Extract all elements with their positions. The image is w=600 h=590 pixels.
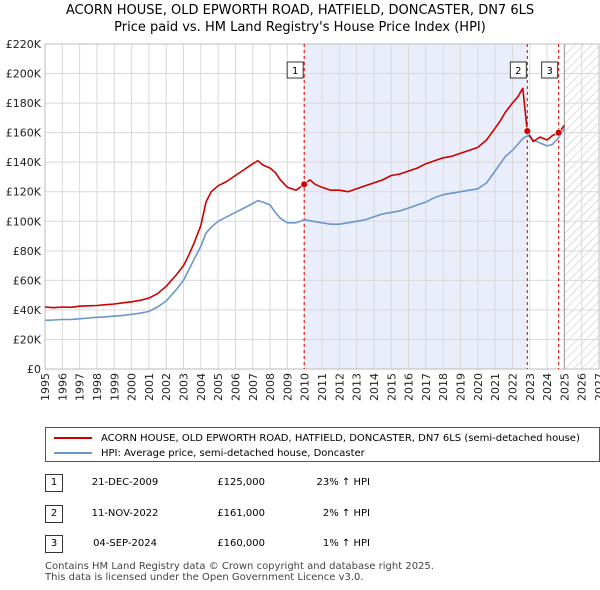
x-tick-label: 2021 (489, 373, 502, 401)
marker-box (541, 61, 559, 79)
y-tick-label: £200K (6, 68, 42, 81)
x-tick-label: 2027 (593, 373, 600, 401)
x-tick-label: 2020 (472, 373, 485, 401)
transaction-price: £125,000 (217, 477, 265, 488)
y-tick-label: £120K (6, 186, 42, 199)
legend-swatch-property (54, 437, 92, 439)
x-tick-label: 2024 (541, 373, 554, 401)
transaction-date: 11-NOV-2022 (91, 508, 159, 519)
footer-copyright: Contains HM Land Registry data © Crown c… (45, 561, 434, 572)
x-tick-label: 2007 (247, 373, 260, 401)
x-tick-label: 2011 (316, 373, 329, 401)
transaction-price: £160,000 (217, 538, 265, 549)
x-tick-label: 2012 (333, 373, 346, 401)
x-tick-label: 2006 (229, 373, 242, 401)
x-tick-label: 1997 (74, 373, 87, 401)
legend-item-property: ACORN HOUSE, OLD EPWORTH ROAD, HATFIELD,… (54, 430, 580, 446)
x-tick-label: 2004 (195, 373, 208, 401)
chart-subtitle: Price paid vs. HM Land Registry's House … (114, 20, 486, 35)
y-tick-label: £160K (6, 127, 42, 140)
sale-point-marker (300, 180, 309, 189)
y-tick-label: £20K (13, 333, 42, 346)
transaction-badge: 2 (45, 505, 63, 523)
y-tick-label: £180K (6, 97, 42, 110)
transaction-badge: 3 (45, 535, 63, 553)
marker-box (286, 61, 304, 79)
y-tick-label: £140K (6, 156, 42, 169)
marker-label: 3 (546, 66, 552, 77)
y-tick-label: £100K (6, 215, 42, 228)
marker-label: 2 (515, 66, 521, 77)
transaction-badge: 1 (45, 474, 63, 492)
x-tick-label: 2017 (420, 373, 433, 401)
transaction-price: £161,000 (217, 508, 265, 519)
y-tick-label: £0 (27, 363, 41, 376)
x-tick-label: 2000 (126, 373, 139, 401)
y-tick-label: £40K (13, 304, 42, 317)
x-tick-label: 2010 (299, 373, 312, 401)
x-tick-label: 2001 (143, 373, 156, 401)
transaction-hpi-delta: 2% ↑ HPI (322, 508, 370, 519)
y-tick-label: £220K (6, 38, 42, 51)
sale-point-marker (554, 128, 563, 137)
transaction-hpi-delta: 1% ↑ HPI (322, 538, 370, 549)
x-tick-label: 2008 (264, 373, 277, 401)
x-tick-label: 1998 (91, 373, 104, 401)
legend-label-property: ACORN HOUSE, OLD EPWORTH ROAD, HATFIELD,… (101, 432, 580, 444)
x-tick-label: 2023 (524, 373, 537, 401)
legend-item-hpi: HPI: Average price, semi-detached house,… (54, 445, 365, 461)
x-tick-label: 2003 (178, 373, 191, 401)
series-line-hpi (44, 127, 566, 322)
x-tick-label: 2005 (212, 373, 225, 401)
x-tick-label: 2025 (558, 373, 571, 401)
ownership-shaded-region (304, 44, 528, 369)
plot-frame (44, 43, 600, 370)
transaction-row: 3 04-SEP-2024 £160,000 1% ↑ HPI (45, 535, 600, 555)
footer-license: This data is licensed under the Open Gov… (45, 572, 364, 583)
legend-label-hpi: HPI: Average price, semi-detached house,… (101, 447, 365, 459)
price-chart: £0 £20K £40K £60K £80K £100K £120K £140K £160K £1… (6, 38, 600, 401)
x-tick-label: 2022 (506, 373, 519, 401)
x-tick-label: 1996 (56, 373, 69, 401)
x-tick-label: 2018 (437, 373, 450, 401)
transaction-date: 21-DEC-2009 (91, 477, 159, 488)
x-tick-label: 2002 (160, 373, 173, 401)
chart-legend: ACORN HOUSE, OLD EPWORTH ROAD, HATFIELD,… (45, 427, 600, 462)
legend-swatch-hpi (54, 452, 92, 454)
marker-label: 1 (292, 66, 298, 77)
x-tick-label: 2019 (455, 373, 468, 401)
x-tick-label: 2026 (576, 373, 589, 401)
x-tick-label: 2015 (385, 373, 398, 401)
x-tick-label: 2013 (351, 373, 364, 401)
x-tick-label: 1999 (108, 373, 121, 401)
transaction-row: 1 21-DEC-2009 £125,000 23% ↑ HPI (45, 474, 600, 494)
transaction-date: 04-SEP-2024 (93, 538, 157, 549)
chart-title: ACORN HOUSE, OLD EPWORTH ROAD, HATFIELD,… (65, 3, 535, 18)
sale-point-marker (523, 127, 532, 136)
transaction-row: 2 11-NOV-2022 £161,000 2% ↑ HPI (45, 505, 600, 525)
y-tick-label: £80K (13, 245, 42, 258)
x-tick-label: 2014 (368, 373, 381, 401)
y-tick-label: £60K (13, 274, 42, 287)
x-tick-label: 1995 (39, 373, 52, 401)
x-tick-label: 2009 (281, 373, 294, 401)
marker-box (509, 61, 527, 79)
x-tick-label: 2016 (403, 373, 416, 401)
transaction-hpi-delta: 23% ↑ HPI (316, 477, 370, 488)
